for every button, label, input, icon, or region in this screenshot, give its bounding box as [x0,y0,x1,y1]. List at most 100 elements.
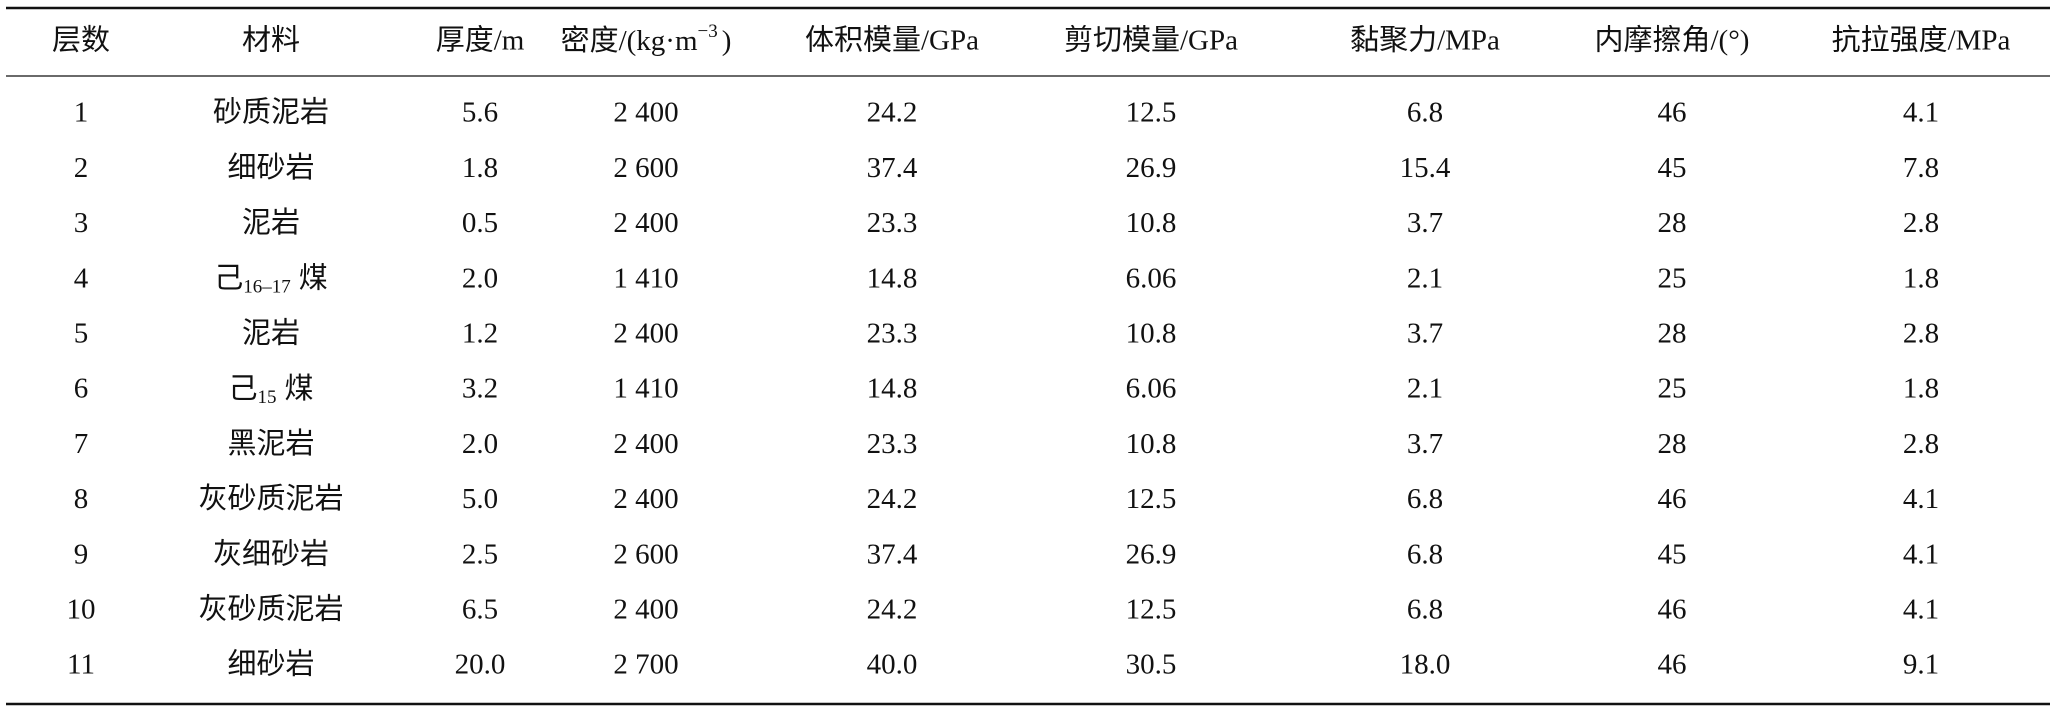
header-cell: 剪切模量/GPa [1064,24,1238,57]
body-cell: 6.8 [1407,483,1443,515]
body-cell: 6.8 [1407,97,1443,129]
body-cell: 26.9 [1126,152,1177,184]
body-cell: 30.5 [1126,649,1177,681]
body-cell: 45 [1658,538,1687,570]
body-cell: 12.5 [1126,483,1177,515]
body-cell: 5.0 [462,483,498,515]
body-cell: 6.8 [1407,593,1443,625]
body-cell: 2 [74,152,89,184]
body-cell: 6.06 [1126,373,1177,405]
body-cell: 10.8 [1126,207,1177,239]
body-cell: 28 [1658,207,1687,239]
body-cell: 2 400 [613,207,678,239]
cell-subscript: 16–17 [243,277,291,298]
body-cell: 1 410 [613,373,678,405]
body-cell: 灰细砂岩 [213,537,329,570]
body-cell: 2 700 [613,649,678,681]
body-cell: 3.7 [1407,207,1443,239]
body-cell: 3.7 [1407,317,1443,349]
body-cell: 24.2 [867,97,918,129]
header-cell: 体积模量/GPa [805,24,979,57]
body-cell: 28 [1658,428,1687,460]
cell-base: 己 [214,262,243,294]
body-cell: 9 [74,538,89,570]
body-cell: 3 [74,207,89,239]
cell-base: 己 [228,373,257,405]
body-cell: 2.5 [462,538,498,570]
cell-subscript: 15 [258,387,277,408]
body-cell: 2.8 [1903,317,1939,349]
body-cell: 28 [1658,317,1687,349]
body-cell: 4.1 [1903,483,1939,515]
body-cell: 己15 煤 [228,372,313,409]
body-cell: 2 600 [613,152,678,184]
body-cell: 灰砂质泥岩 [198,592,343,625]
body-cell: 25 [1658,262,1687,294]
header-cell: 黏聚力/MPa [1350,24,1500,57]
body-cell: 24.2 [867,593,918,625]
body-cell: 10.8 [1126,428,1177,460]
body-cell: 6.5 [462,593,498,625]
cell-tail: 煤 [285,372,314,405]
body-cell: 26.9 [1126,538,1177,570]
body-cell: 14.8 [867,373,918,405]
body-cell: 2.1 [1407,373,1443,405]
header-cell: 内摩擦角/(°) [1595,24,1750,57]
body-cell: 己16–17 煤 [214,261,328,298]
body-cell: 12.5 [1126,593,1177,625]
body-cell: 4 [74,262,89,294]
body-cell: 7.8 [1903,152,1939,184]
body-cell: 1.8 [462,152,498,184]
body-cell: 23.3 [867,207,918,239]
header-cell: 层数 [52,24,110,57]
body-cell: 5.6 [462,97,498,129]
body-cell: 14.8 [867,262,918,294]
header-cell: 密度/(kg·m−3) [561,21,732,56]
body-cell: 46 [1658,593,1687,625]
body-cell: 45 [1658,152,1687,184]
body-cell: 2 400 [613,97,678,129]
body-cell: 泥岩 [242,316,300,349]
body-cell: 2 600 [613,538,678,570]
body-cell: 细砂岩 [227,151,314,184]
body-cell: 46 [1658,97,1687,129]
body-cell: 2.8 [1903,428,1939,460]
body-cell: 8 [74,483,89,515]
cell-superscript: −3 [698,21,718,42]
body-cell: 3.7 [1407,428,1443,460]
body-cell: 灰砂质泥岩 [198,482,343,515]
body-cell: 40.0 [867,649,918,681]
body-cell: 4.1 [1903,97,1939,129]
body-cell: 23.3 [867,428,918,460]
cell-tail: ) [722,25,732,57]
header-cell: 材料 [242,24,300,57]
body-cell: 12.5 [1126,97,1177,129]
body-cell: 46 [1658,649,1687,681]
body-cell: 1.2 [462,317,498,349]
body-cell: 10 [67,593,96,625]
header-cell: 厚度/m [436,24,525,57]
body-cell: 3.2 [462,373,498,405]
body-cell: 6.06 [1126,262,1177,294]
body-cell: 37.4 [867,538,918,570]
cell-tail: 煤 [299,261,328,294]
body-cell: 1.8 [1903,262,1939,294]
body-cell: 18.0 [1400,649,1451,681]
body-cell: 2.0 [462,262,498,294]
body-cell: 5 [74,317,89,349]
body-cell: 9.1 [1903,649,1939,681]
body-cell: 泥岩 [242,206,300,239]
body-cell: 1 [74,97,89,129]
body-cell: 黑泥岩 [227,427,314,460]
body-cell: 2.0 [462,428,498,460]
body-cell: 11 [67,649,95,681]
body-cell: 20.0 [455,649,506,681]
body-cell: 6.8 [1407,538,1443,570]
body-cell: 2.1 [1407,262,1443,294]
body-cell: 23.3 [867,317,918,349]
body-cell: 1 410 [613,262,678,294]
body-cell: 细砂岩 [227,648,314,681]
body-cell: 1.8 [1903,373,1939,405]
body-cell: 2.8 [1903,207,1939,239]
body-cell: 7 [74,428,89,460]
